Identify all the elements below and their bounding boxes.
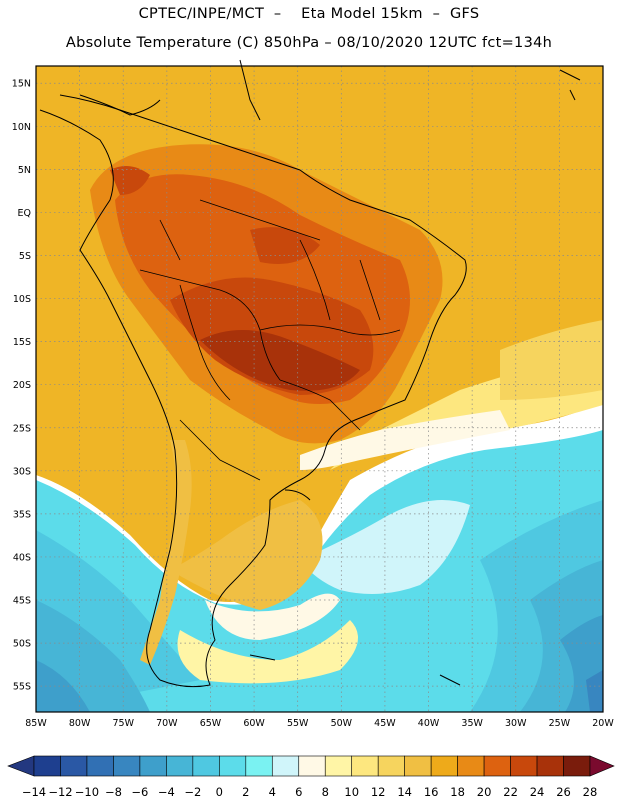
- colorbar-label: 10: [344, 785, 359, 799]
- colorbar-swatch: [457, 755, 485, 777]
- lat-tick-label: 5S: [19, 251, 31, 262]
- lon-tick-label: 80W: [69, 718, 91, 729]
- lon-tick-label: 60W: [243, 718, 265, 729]
- lat-tick-label: 20S: [13, 380, 31, 391]
- colorbar-label: 22: [503, 785, 518, 799]
- lat-tick-label: 35S: [13, 509, 31, 520]
- lon-tick-label: 65W: [200, 718, 222, 729]
- colorbar-swatch: [483, 755, 511, 777]
- colorbar-swatch: [377, 755, 405, 777]
- colorbar-label: 0: [216, 785, 223, 799]
- colorbar-label: −2: [184, 785, 201, 799]
- colorbar-swatch: [351, 755, 379, 777]
- temperature-field: [36, 66, 603, 712]
- lat-tick-label: 55S: [13, 682, 31, 693]
- lat-tick-label: 15S: [13, 337, 31, 348]
- colorbar-swatch: [192, 755, 220, 777]
- colorbar-label: 26: [556, 785, 571, 799]
- lat-tick-label: 10N: [12, 122, 31, 133]
- colorbar-max-arrow: [589, 755, 615, 777]
- colorbar-label: −12: [48, 785, 72, 799]
- lon-tick-label: 45W: [374, 718, 396, 729]
- colorbar-swatch: [430, 755, 458, 777]
- lat-tick-label: 45S: [13, 596, 31, 607]
- colorbar-swatch: [404, 755, 432, 777]
- lat-tick-label: 5N: [18, 165, 31, 176]
- colorbar: −14 −12 −10 −8 −6 −4 −2 0 2 4 6 8 10 12 14 16 18 20 22 24 26…: [7, 755, 615, 799]
- colorbar-label: 28: [583, 785, 598, 799]
- lat-tick-label: 30S: [13, 466, 31, 477]
- lat-tick-label: 15N: [12, 79, 31, 90]
- latitude-labels: 15N 10N 5N EQ 5S 10S 15S 20S 25S 30S 35S 40S 45S 50S 5…: [12, 79, 31, 693]
- map-frame: [35, 65, 604, 713]
- lon-tick-label: 40W: [418, 718, 440, 729]
- colorbar-label: −6: [131, 785, 148, 799]
- country-borders: [139, 199, 401, 481]
- colorbar-swatch: [245, 755, 273, 777]
- colorbar-swatch: [139, 755, 167, 777]
- colorbar-label: −8: [105, 785, 122, 799]
- colorbar-label: −14: [22, 785, 46, 799]
- lat-tick-label: 50S: [13, 639, 31, 650]
- lat-tick-label: EQ: [18, 208, 31, 219]
- lon-tick-label: 55W: [287, 718, 309, 729]
- colorbar-label: 6: [295, 785, 302, 799]
- lon-tick-label: 35W: [461, 718, 483, 729]
- colorbar-label: 20: [477, 785, 492, 799]
- colorbar-swatch: [60, 755, 88, 777]
- colorbar-label: 16: [424, 785, 439, 799]
- colorbar-swatch: [563, 755, 591, 777]
- lon-tick-label: 30W: [505, 718, 527, 729]
- colorbar-swatch: [86, 755, 114, 777]
- colorbar-swatch: [33, 755, 61, 777]
- longitude-labels: 85W 80W 75W 70W 65W 60W 55W 50W 45W 40W 35W 30W 25W 2…: [25, 718, 614, 729]
- colorbar-label: 24: [530, 785, 545, 799]
- colorbar-swatch: [536, 755, 564, 777]
- colorbar-swatch: [324, 755, 353, 777]
- lat-tick-label: 25S: [13, 423, 31, 434]
- lon-tick-label: 25W: [549, 718, 571, 729]
- chart-title: CPTEC/INPE/MCT – Eta Model 15km – GFS: [138, 6, 480, 22]
- lon-tick-label: 85W: [25, 718, 47, 729]
- colorbar-label: 14: [397, 785, 412, 799]
- colorbar-swatch: [271, 755, 300, 777]
- colorbar-swatch: [113, 755, 141, 777]
- colorbar-label: 2: [242, 785, 249, 799]
- colorbar-min-arrow: [7, 755, 35, 777]
- colorbar-label: 12: [371, 785, 386, 799]
- colorbar-swatch: [510, 755, 538, 777]
- lon-tick-label: 50W: [331, 718, 353, 729]
- colorbar-label: −4: [158, 785, 175, 799]
- coastlines: [39, 59, 581, 688]
- colorbar-swatch: [166, 755, 194, 777]
- lon-tick-label: 70W: [156, 718, 178, 729]
- colorbar-label: 4: [269, 785, 276, 799]
- lat-tick-label: 10S: [13, 294, 31, 305]
- colorbar-swatch: [219, 755, 247, 777]
- lon-tick-label: 20W: [592, 718, 614, 729]
- lat-tick-label: 40S: [13, 552, 31, 563]
- colorbar-swatch: [298, 755, 326, 777]
- colorbar-label: −10: [75, 785, 99, 799]
- colorbar-label: 18: [450, 785, 465, 799]
- lon-tick-label: 75W: [112, 718, 134, 729]
- chart-subtitle: Absolute Temperature (C) 850hPa – 08/10/…: [65, 35, 553, 51]
- colorbar-label: 8: [322, 785, 329, 799]
